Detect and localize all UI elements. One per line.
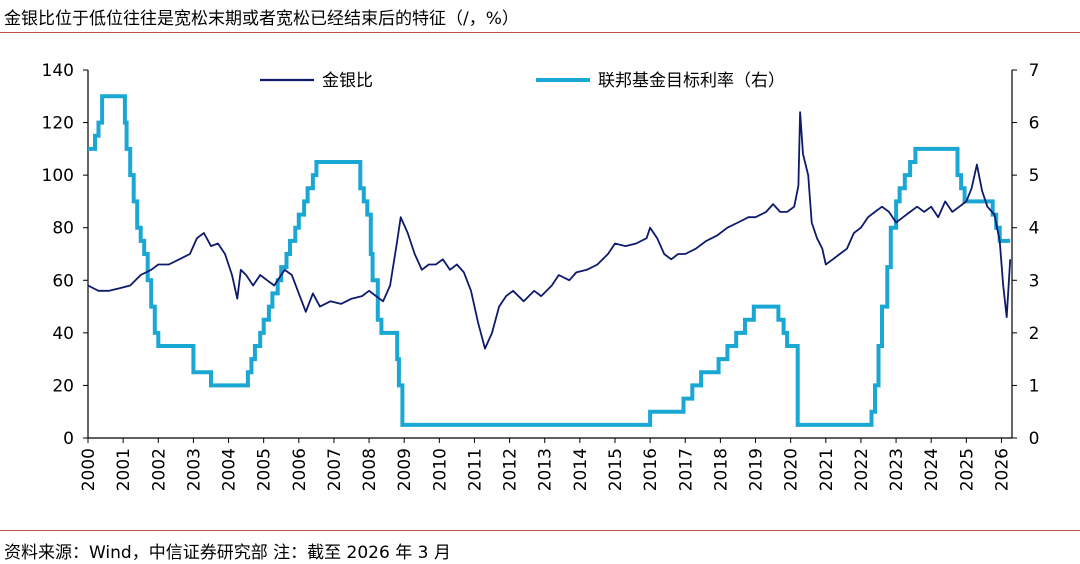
right-tick-label: 4 — [1029, 219, 1040, 239]
x-tick-label: 2012 — [501, 448, 521, 491]
right-tick-label: 7 — [1029, 61, 1040, 81]
x-tick-label: 2005 — [255, 448, 275, 491]
source-note: 资料来源：Wind，中信证券研究部 注：截至 2026 年 3 月 — [4, 543, 451, 563]
bottom-rule — [0, 530, 1080, 531]
x-tick-label: 2022 — [852, 448, 872, 491]
x-tick-label: 2017 — [676, 448, 696, 491]
x-tick-label: 2013 — [536, 448, 556, 491]
right-tick-label: 1 — [1029, 376, 1040, 396]
chart-title: 金银比位于低位往往是宽松末期或者宽松已经结束后的特征（/，%） — [4, 9, 519, 29]
left-tick-label: 120 — [42, 114, 74, 134]
left-tick-label: 20 — [52, 376, 74, 396]
left-tick-label: 0 — [63, 429, 74, 449]
x-tick-label: 2009 — [395, 448, 415, 491]
x-tick-label: 2016 — [641, 448, 661, 491]
x-tick-label: 2025 — [957, 448, 977, 491]
x-tick-label: 2006 — [290, 448, 310, 491]
x-tick-label: 2001 — [114, 448, 134, 491]
x-tick-label: 2014 — [571, 448, 591, 491]
right-tick-label: 5 — [1029, 166, 1040, 186]
x-tick-label: 2007 — [325, 448, 345, 491]
x-tick-label: 2011 — [465, 448, 485, 491]
gold-silver-ratio-line — [87, 111, 1012, 350]
top-rule — [0, 32, 1080, 33]
right-tick-label: 0 — [1029, 429, 1040, 449]
x-tick-label: 2002 — [149, 448, 169, 491]
right-tick-label: 2 — [1029, 324, 1040, 344]
x-tick-label: 2000 — [79, 448, 99, 491]
x-tick-label: 2018 — [711, 448, 731, 491]
fed-funds-rate-line — [88, 94, 1011, 427]
legend-rate-label: 联邦基金目标利率（右） — [598, 71, 785, 91]
x-tick-label: 2010 — [430, 448, 450, 491]
x-tick-label: 2021 — [817, 448, 837, 491]
x-tick-label: 2004 — [220, 448, 240, 491]
left-tick-label: 100 — [42, 166, 74, 186]
x-tick-label: 2020 — [782, 448, 802, 491]
left-tick-label: 80 — [52, 219, 74, 239]
x-tick-label: 2003 — [184, 448, 204, 491]
left-tick-label: 40 — [52, 324, 74, 344]
right-tick-label: 6 — [1029, 114, 1040, 134]
legend-ratio-label: 金银比 — [322, 71, 373, 91]
x-tick-label: 2024 — [922, 448, 942, 491]
left-tick-label: 140 — [42, 61, 74, 81]
x-tick-label: 2015 — [606, 448, 626, 491]
x-tick-label: 2023 — [887, 448, 907, 491]
x-tick-label: 2026 — [992, 448, 1012, 491]
x-tick-label: 2008 — [360, 448, 380, 491]
x-tick-label: 2019 — [747, 448, 767, 491]
right-tick-label: 3 — [1029, 271, 1040, 291]
left-tick-label: 60 — [52, 271, 74, 291]
